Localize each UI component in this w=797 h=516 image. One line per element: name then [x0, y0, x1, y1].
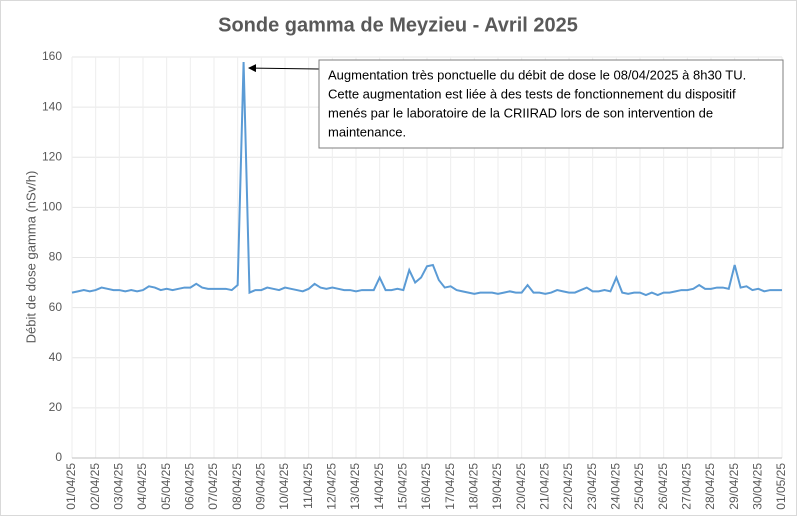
data-line: [71, 61, 782, 297]
y-tick-label: 20: [49, 400, 63, 414]
x-tick-label: 12/04/25: [325, 463, 339, 510]
y-tick-label: 140: [42, 99, 62, 113]
x-tick-label: 28/04/25: [703, 463, 717, 510]
x-tick-label: 01/05/25: [774, 463, 788, 510]
x-tick-label: 30/04/25: [751, 463, 765, 510]
x-tick-label: 03/04/25: [112, 463, 126, 510]
x-tick-label: 24/04/25: [609, 463, 623, 510]
x-tick-label: 07/04/25: [206, 463, 220, 510]
y-tick-label: 80: [49, 250, 63, 264]
x-tick-label: 27/04/25: [680, 463, 694, 510]
x-tick-label: 05/04/25: [159, 463, 173, 510]
annotation-text: Cette augmentation est liée à des tests …: [328, 86, 736, 101]
x-tick-label: 17/04/25: [443, 463, 457, 510]
annotation-box: [318, 59, 784, 149]
chart-title: Sonde gamma de Meyzieu - Avril 2025: [218, 14, 578, 36]
y-tick-label: 40: [49, 350, 63, 364]
x-tick-label: 26/04/25: [656, 463, 670, 510]
x-tick-label: 02/04/25: [88, 463, 102, 510]
x-tick-label: 10/04/25: [277, 463, 291, 510]
x-tick-label: 09/04/25: [254, 463, 268, 510]
x-tick-label: 18/04/25: [467, 463, 481, 510]
y-tick-label: 120: [42, 149, 62, 163]
y-tick-label: 60: [49, 300, 63, 314]
x-tick-label: 19/04/25: [490, 463, 504, 510]
annotation-text: maintenance.: [328, 124, 406, 139]
x-tick-label: 20/04/25: [514, 463, 528, 510]
y-tick-label: 100: [42, 200, 62, 214]
x-tick-label: 29/04/25: [727, 463, 741, 510]
x-tick-label: 11/04/25: [301, 463, 315, 509]
x-tick-label: 21/04/25: [538, 463, 552, 510]
x-tick-label: 25/04/25: [632, 463, 646, 510]
x-tick-label: 13/04/25: [348, 463, 362, 510]
x-tick-label: 01/04/25: [64, 463, 78, 510]
x-tick-label: 16/04/25: [419, 463, 433, 510]
x-tick-label: 08/04/25: [230, 463, 244, 510]
y-tick-label: 0: [55, 450, 62, 464]
x-tick-label: 22/04/25: [561, 463, 575, 510]
annotation-arrow: [248, 64, 320, 73]
x-tick-label: 23/04/25: [585, 463, 599, 510]
x-tick-label: 04/04/25: [135, 463, 149, 510]
annotation-text: Augmentation très ponctuelle du débit de…: [328, 67, 746, 82]
x-tick-label: 14/04/25: [372, 463, 386, 510]
x-tick-label: 06/04/25: [183, 463, 197, 510]
x-tick-label: 15/04/25: [396, 463, 410, 510]
y-tick-label: 160: [42, 49, 62, 63]
y-axis-label: Débit de dose gamma (nSv/h): [23, 171, 38, 344]
annotation-text: menés par le laboratoire de la CRIIRAD l…: [328, 105, 713, 120]
